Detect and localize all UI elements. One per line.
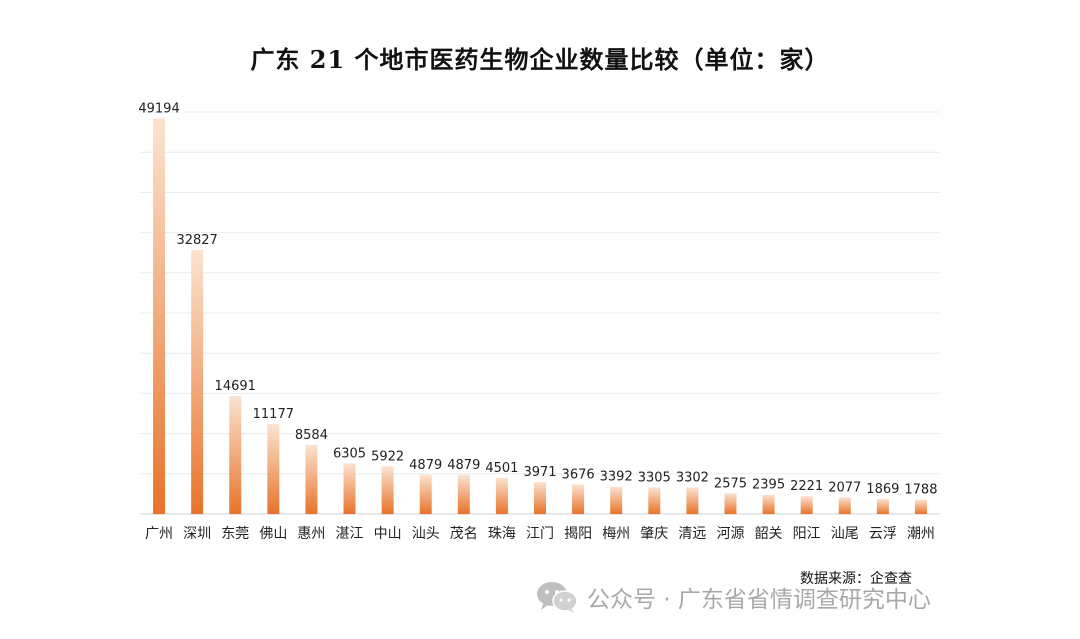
value-label: 3676 — [562, 467, 595, 482]
value-label: 11177 — [253, 407, 294, 422]
bar-湛江 — [343, 463, 356, 514]
value-label: 2395 — [752, 478, 785, 493]
category-label: 惠州 — [297, 526, 325, 542]
category-label: 汕头 — [412, 526, 440, 542]
category-label: 云浮 — [869, 526, 897, 542]
value-label: 3302 — [676, 470, 709, 485]
value-label: 4879 — [409, 458, 442, 473]
bar-汕尾 — [838, 497, 851, 514]
bar-韶关 — [762, 494, 775, 514]
value-label: 5922 — [371, 449, 404, 464]
watermark-text: 公众号 · 广东省省情调查研究中心 — [587, 587, 931, 613]
bar-深圳 — [191, 250, 204, 514]
category-label: 汕尾 — [831, 526, 859, 542]
value-label: 32827 — [176, 233, 217, 248]
value-label: 8584 — [295, 428, 328, 443]
category-label: 湛江 — [336, 526, 364, 542]
bars — [153, 118, 927, 515]
source-note: 数据来源：企查查 — [800, 571, 912, 587]
value-label: 49194 — [138, 101, 179, 116]
bar-潮州 — [914, 499, 927, 514]
bar-揭阳 — [572, 484, 585, 514]
bar-汕头 — [419, 474, 432, 514]
category-label: 茂名 — [450, 525, 478, 542]
value-label: 6305 — [333, 446, 366, 461]
chart-title: 广东 21 个地市医药生物企业数量比较（单位：家） — [250, 45, 830, 74]
bar-梅州 — [610, 486, 623, 514]
bar-河源 — [724, 493, 737, 514]
value-label: 3392 — [600, 470, 633, 485]
bar-中山 — [381, 466, 394, 514]
bar-广州 — [153, 118, 166, 515]
grid-lines — [140, 111, 940, 515]
category-label: 珠海 — [488, 526, 516, 542]
category-label: 肇庆 — [640, 526, 668, 542]
watermark: 公众号 · 广东省省情调查研究中心 — [535, 580, 931, 614]
category-label: 阳江 — [793, 526, 821, 542]
bar-珠海 — [495, 477, 508, 514]
bar-茂名 — [457, 474, 470, 514]
value-label: 1869 — [866, 482, 899, 497]
category-label: 潮州 — [907, 526, 935, 542]
value-label: 4879 — [447, 458, 480, 473]
bar-阳江 — [800, 496, 813, 514]
category-label: 韶关 — [755, 526, 783, 542]
bar-惠州 — [305, 444, 318, 514]
value-label: 14691 — [215, 379, 256, 394]
category-label: 东莞 — [221, 526, 249, 542]
category-labels: 广州 深圳 东莞 佛山 惠州 湛江 中山 汕头 茂名 珠海 江门 揭阳 梅州 肇庆 清远 河源 韶关 阳江 汕尾 云浮… — [145, 525, 935, 542]
category-label: 深圳 — [183, 526, 211, 542]
category-label: 河源 — [716, 526, 744, 542]
category-label: 广州 — [145, 526, 173, 542]
bar-肇庆 — [648, 487, 661, 514]
bar-清远 — [686, 487, 699, 514]
value-label: 2575 — [714, 476, 747, 491]
bar-云浮 — [876, 498, 889, 514]
value-label: 1788 — [904, 483, 937, 498]
category-label: 清远 — [678, 526, 706, 542]
category-label: 梅州 — [602, 526, 630, 542]
wechat-icon — [537, 582, 578, 613]
value-label: 3971 — [523, 465, 556, 480]
bar-江门 — [534, 482, 546, 514]
category-label: 中山 — [374, 526, 402, 542]
value-label: 4501 — [485, 461, 518, 476]
category-label: 佛山 — [259, 526, 287, 542]
value-label: 2077 — [828, 480, 861, 495]
bar-东莞 — [229, 395, 242, 514]
category-label: 江门 — [526, 526, 554, 542]
bar-佛山 — [267, 424, 280, 514]
value-label: 3305 — [638, 470, 671, 485]
category-label: 揭阳 — [564, 526, 592, 542]
value-label: 2221 — [790, 479, 823, 494]
